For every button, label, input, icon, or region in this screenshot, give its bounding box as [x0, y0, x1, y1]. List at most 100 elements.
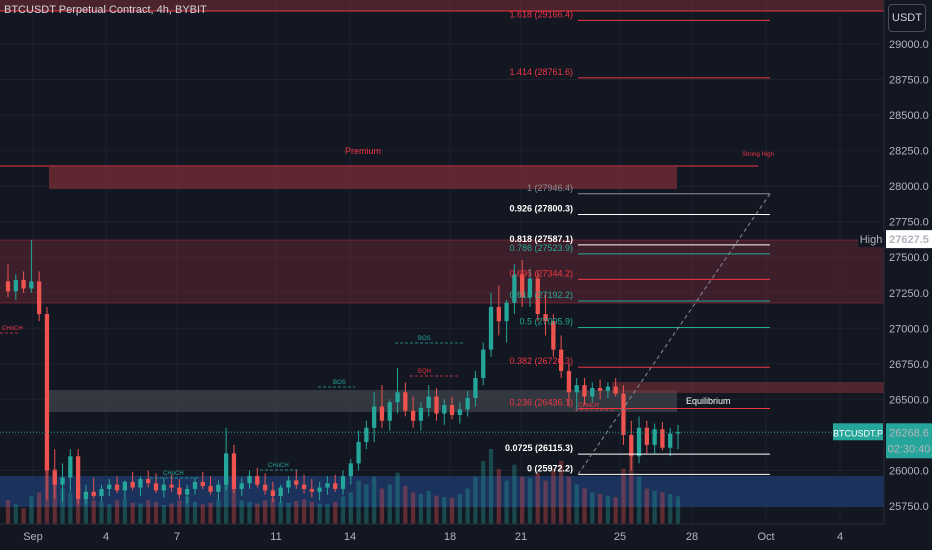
- structure-label: CHoCH: [578, 403, 599, 409]
- price-labels: High 27627.5 BTCUSDT.P 26268.6 02:30:40: [0, 230, 932, 459]
- candle-body: [146, 478, 151, 484]
- fib-label: 0.818 (27587.1): [509, 234, 573, 244]
- candle-body: [255, 476, 260, 485]
- volume-bar: [294, 501, 299, 524]
- volume-bars: [5, 449, 681, 524]
- equilibrium-upper-zone: [612, 382, 884, 393]
- fib-label: 0.926 (27800.3): [509, 204, 573, 214]
- candle-body: [379, 406, 385, 421]
- premium-zone: [49, 166, 677, 189]
- candle-body: [223, 453, 229, 485]
- volume-bar: [457, 494, 463, 524]
- time-axis[interactable]: Sep 4 7 11 14 18 21 25 28 Oct 4: [0, 523, 932, 550]
- volume-bar: [21, 508, 26, 524]
- structure-lines: CHoCH BOS BOS CHoCH CHoCH CHoCH EQH: [0, 326, 615, 479]
- volume-bar: [644, 488, 649, 524]
- candle-body: [13, 279, 18, 292]
- candle-body: [558, 349, 564, 371]
- time-axis-bg: [0, 524, 932, 550]
- candle-body: [52, 470, 57, 485]
- candle-body: [239, 483, 244, 489]
- high-price: 27627.5: [889, 234, 929, 246]
- fib-label: 0.695 (27344.2): [509, 268, 573, 278]
- candle-body: [442, 405, 447, 414]
- volume-bar: [270, 498, 276, 524]
- high-tag: High: [860, 234, 883, 246]
- volume-bar: [621, 468, 626, 524]
- volume-bar: [99, 501, 104, 524]
- candle-body: [29, 281, 34, 289]
- price-axis[interactable]: 29000.0 28750.0 28500.0 28250.0 28000.0 27750…: [883, 0, 932, 550]
- volume-bar: [418, 494, 424, 524]
- volume-bar: [496, 468, 501, 524]
- candle-body: [356, 442, 361, 464]
- candle-body: [613, 386, 618, 394]
- fib-label: 0 (25972.2): [527, 463, 573, 473]
- currency-button[interactable]: USDT: [888, 4, 926, 32]
- volume-bar: [481, 460, 486, 524]
- candle-body: [99, 488, 104, 497]
- volume-bar: [574, 484, 579, 524]
- volume-bar: [83, 496, 89, 524]
- volume-bar: [138, 503, 143, 524]
- candle-body: [153, 483, 159, 491]
- time-tick: 21: [515, 531, 527, 543]
- volume-bar: [356, 480, 361, 524]
- candle-body: [668, 433, 673, 448]
- candle-body: [395, 392, 400, 403]
- candle-body: [387, 402, 392, 421]
- volume-bar: [5, 500, 11, 524]
- candle-body: [574, 385, 579, 393]
- volume-bar: [247, 501, 252, 524]
- volume-bar: [68, 492, 73, 524]
- candle-body: [208, 486, 213, 492]
- structure-label: BOS: [418, 336, 431, 342]
- volume-bar: [317, 503, 322, 524]
- symbol-tag: BTCUSDT.P: [833, 428, 883, 438]
- candle-body: [161, 484, 166, 491]
- candle-body: [449, 405, 455, 416]
- volume-bar: [535, 472, 540, 524]
- candle-body: [294, 480, 299, 485]
- candle-body: [582, 385, 587, 397]
- volume-bar: [551, 468, 556, 524]
- price-tick: 27750.0: [889, 217, 929, 229]
- volume-bar: [153, 501, 159, 524]
- fib-label: 1.414 (28761.6): [509, 67, 573, 77]
- volume-bar: [231, 488, 237, 524]
- structure-label: BOS: [333, 380, 346, 386]
- time-tick: 7: [174, 531, 180, 543]
- volume-bar: [122, 498, 128, 524]
- candle-body: [216, 484, 221, 492]
- volume-bar: [348, 492, 353, 524]
- volume-bar: [146, 500, 151, 524]
- candle-body: [114, 484, 120, 491]
- price-tick: 28000.0: [889, 181, 929, 193]
- time-tick: 4: [837, 531, 843, 543]
- volume-bar: [309, 501, 314, 524]
- chart-title: BTCUSDT Perpetual Contract, 4h, BYBIT: [4, 4, 207, 16]
- volume-bar: [512, 464, 517, 524]
- price-axis-bg: [884, 0, 932, 550]
- current-price-bg: [886, 423, 932, 459]
- volume-bar: [605, 495, 611, 524]
- candle-body: [60, 477, 65, 485]
- fib-label: 0.382 (26726.3): [509, 356, 573, 366]
- candle-body: [185, 488, 190, 495]
- price-tick: 26750.0: [889, 359, 929, 371]
- volume-bar: [333, 501, 338, 524]
- volume-bar: [255, 503, 260, 524]
- zones: Premium Equilibrium Strong High: [0, 0, 884, 507]
- volume-bar: [29, 496, 34, 524]
- price-tick: 26500.0: [889, 394, 929, 406]
- candle-body: [418, 407, 424, 421]
- candle-body: [91, 491, 96, 497]
- fib-label: 1.618 (29166.4): [509, 9, 573, 19]
- symbol-tag-bg: [833, 423, 883, 441]
- fib-label: 0.786 (27523.9): [509, 243, 573, 253]
- time-tick: 4: [103, 531, 109, 543]
- candle-body: [488, 306, 494, 350]
- candle-body: [325, 483, 330, 488]
- countdown: 02:30:40: [888, 443, 931, 455]
